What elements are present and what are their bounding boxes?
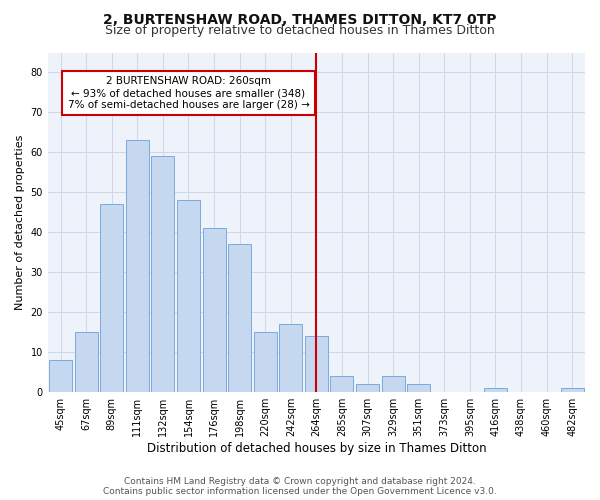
Bar [331,376,353,392]
Bar [126,140,149,392]
Bar [177,200,200,392]
Bar [228,244,251,392]
Bar [484,388,507,392]
Text: Contains HM Land Registry data © Crown copyright and database right 2024.
Contai: Contains HM Land Registry data © Crown c… [103,476,497,496]
Bar [151,156,175,392]
Bar [100,204,123,392]
Y-axis label: Number of detached properties: Number of detached properties [15,134,25,310]
Bar [356,384,379,392]
Bar [254,332,277,392]
Bar [407,384,430,392]
Bar [74,332,98,392]
Text: 2, BURTENSHAW ROAD, THAMES DITTON, KT7 0TP: 2, BURTENSHAW ROAD, THAMES DITTON, KT7 0… [103,12,497,26]
Bar [382,376,404,392]
Bar [49,360,72,392]
Bar [280,324,302,392]
Text: 2 BURTENSHAW ROAD: 260sqm
← 93% of detached houses are smaller (348)
7% of semi-: 2 BURTENSHAW ROAD: 260sqm ← 93% of detac… [68,76,310,110]
X-axis label: Distribution of detached houses by size in Thames Ditton: Distribution of detached houses by size … [146,442,486,455]
Text: Size of property relative to detached houses in Thames Ditton: Size of property relative to detached ho… [105,24,495,37]
Bar [203,228,226,392]
Bar [560,388,584,392]
Bar [305,336,328,392]
